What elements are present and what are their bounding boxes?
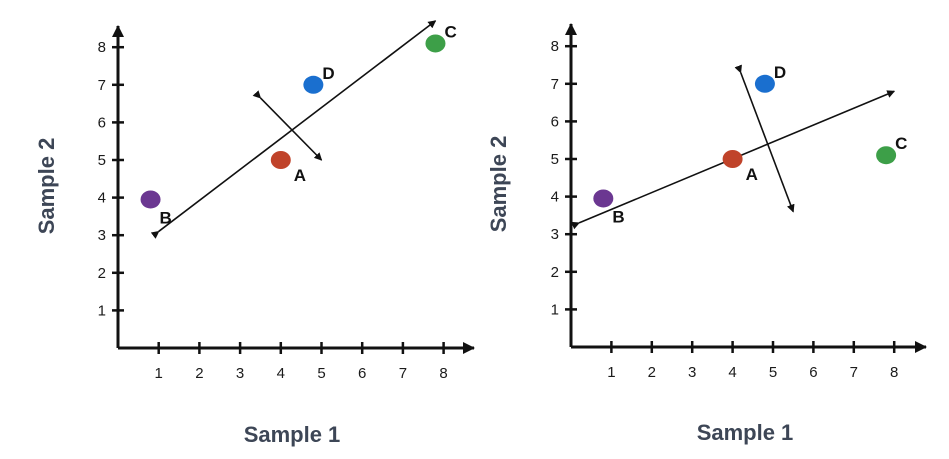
point-label-d: D [774,63,786,82]
point-label-c: C [444,22,456,41]
right-scatter-plot: 1 2 3 4 5 6 7 8 1 2 3 4 5 6 7 8 A B C D Sample 1 Sample 2 [486,23,927,445]
x-tick-label: 4 [728,364,736,381]
point-b [140,190,161,209]
point-c [425,34,446,53]
y-tick-label: 7 [98,77,106,94]
y-tick-label: 2 [98,265,106,282]
point-a [722,150,743,168]
direction-arrow [150,20,437,239]
point-b [593,189,614,208]
y-tick-label: 3 [551,226,559,243]
y-tick-label: 6 [98,114,106,131]
point-label-b: B [612,207,624,226]
point-c [876,146,897,165]
y-tick-label: 8 [98,39,106,56]
x-tick-label: 6 [358,365,366,382]
y-tick-label: 3 [98,227,106,244]
x-tick-label: 2 [195,365,203,382]
y-tick-label: 8 [551,38,559,55]
y-tick-label: 1 [551,301,559,318]
x-tick-label: 5 [769,364,777,381]
y-tick-label: 7 [551,76,559,93]
x-tick-label: 7 [399,365,407,382]
x-tick-label: 6 [809,364,817,381]
point-label-b: B [160,208,172,227]
x-tick-label: 1 [607,364,615,381]
point-d [303,75,324,94]
left-scatter-plot: 1 2 3 4 5 6 7 8 1 2 3 4 5 6 7 8 A B C D Sample 1 Sample 2 [34,20,475,447]
x-tick-label: 1 [155,365,163,382]
point-label-c: C [895,134,907,153]
y-axis-title: Sample 2 [34,138,59,235]
x-tick-label: 8 [439,365,447,382]
x-tick-label: 3 [236,365,244,382]
y-axis-title: Sample 2 [486,136,511,233]
y-tick-label: 5 [551,151,559,168]
direction-arrow [734,64,795,213]
y-tick-label: 4 [551,189,559,206]
y-tick-label: 1 [98,302,106,319]
y-tick-label: 5 [98,152,106,169]
x-tick-label: 3 [688,364,696,381]
point-d [754,74,775,93]
x-tick-label: 5 [317,365,325,382]
y-tick-label: 2 [551,264,559,281]
point-a [270,151,291,169]
x-tick-label: 8 [890,364,898,381]
x-tick-label: 7 [850,364,858,381]
x-axis-title: Sample 1 [697,420,794,445]
y-tick-label: 6 [551,113,559,130]
x-tick-label: 4 [277,365,285,382]
x-axis-title: Sample 1 [244,422,341,447]
direction-arrow [252,90,323,161]
y-tick-label: 4 [98,190,106,207]
point-label-a: A [746,165,758,184]
point-label-d: D [322,64,334,83]
point-label-a: A [294,166,306,185]
x-tick-label: 2 [648,364,656,381]
